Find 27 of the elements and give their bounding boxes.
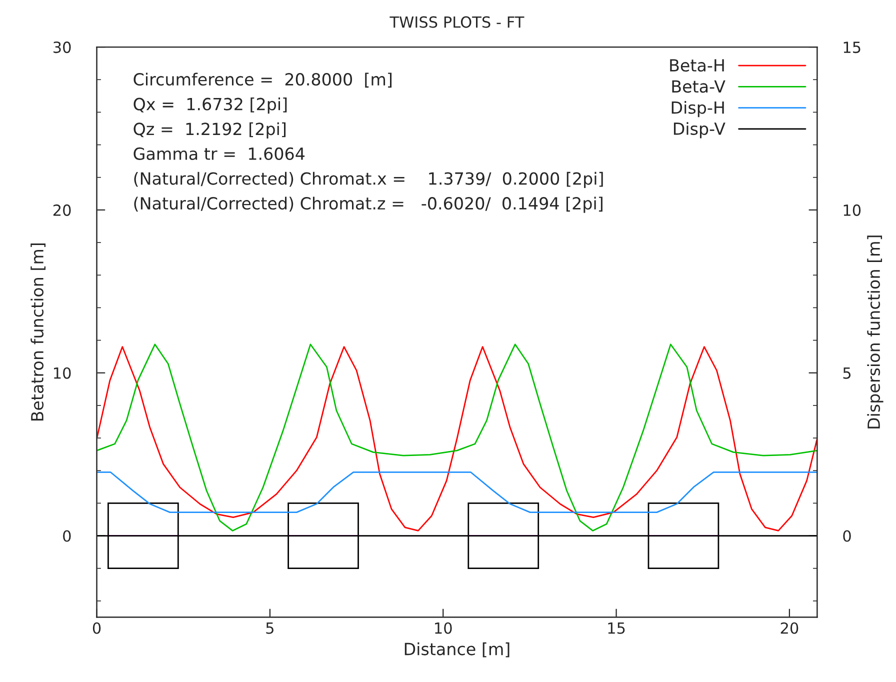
y2-axis-title: Dispersion function [m] xyxy=(867,236,884,428)
y-axis-title: Betatron function [m] xyxy=(30,244,46,421)
annotation: Qx = 1.6732 [2pi] xyxy=(134,98,287,114)
legend-label: Disp-V xyxy=(674,122,726,138)
annotation: (Natural/Corrected) Chromat.x = 1.3739/ 0.2000 [2pi] xyxy=(134,172,603,188)
annotation: (Natural/Corrected) Chromat.z = -0.6020/ 0.1494 [2pi] xyxy=(134,196,602,213)
y-tick-label: 30 xyxy=(53,42,71,54)
legend-label: Beta-H xyxy=(670,59,724,72)
y2-tick-label: 5 xyxy=(843,368,851,379)
chart-title: TWISS PLOTS - FT xyxy=(390,16,524,28)
annotation: Gamma tr = 1.6064 xyxy=(134,147,305,160)
legend-label: Beta-V xyxy=(672,80,726,93)
annotation: Qz = 1.2192 [2pi] xyxy=(134,122,286,138)
x-tick-label: 5 xyxy=(266,622,274,634)
y-tick-label: 20 xyxy=(53,204,71,216)
annotation: Circumference = 20.8000 [m] xyxy=(134,72,392,88)
x-tick-label: 15 xyxy=(608,622,625,634)
x-tick-label: 10 xyxy=(435,622,452,634)
y-tick-label: 0 xyxy=(63,530,71,542)
x-tick-label: 20 xyxy=(780,622,798,634)
y2-tick-label: 10 xyxy=(844,204,861,216)
y2-tick-label: 15 xyxy=(844,42,860,54)
y2-tick-label: 0 xyxy=(843,530,851,542)
legend-label: Disp-H xyxy=(672,100,724,118)
y-tick-label: 10 xyxy=(54,367,71,379)
x-tick-label: 0 xyxy=(92,622,101,634)
x-axis-title: Distance [m] xyxy=(404,642,510,658)
